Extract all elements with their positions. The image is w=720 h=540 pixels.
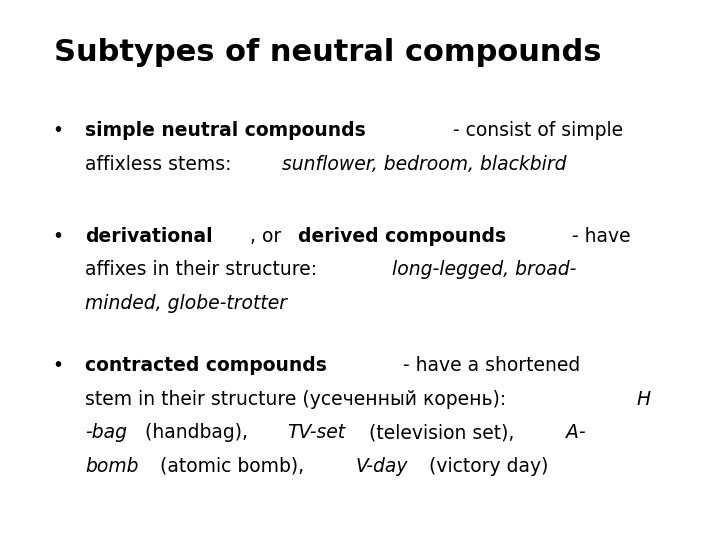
Text: A-: A- <box>566 423 585 442</box>
Text: TV-set: TV-set <box>287 423 346 442</box>
Text: simple neutral compounds: simple neutral compounds <box>85 122 366 140</box>
Text: affixless stems:: affixless stems: <box>85 155 238 174</box>
Text: - consist of simple: - consist of simple <box>447 122 624 140</box>
Text: •: • <box>52 227 63 246</box>
Text: long-legged, broad-: long-legged, broad- <box>392 260 577 279</box>
Text: contracted compounds: contracted compounds <box>85 356 327 375</box>
Text: •: • <box>52 122 63 140</box>
Text: minded, globe-trotter: minded, globe-trotter <box>85 294 287 313</box>
Text: derived compounds: derived compounds <box>297 227 506 246</box>
Text: (handbag),: (handbag), <box>139 423 254 442</box>
Text: •: • <box>52 356 63 375</box>
Text: bomb: bomb <box>85 457 138 476</box>
Text: - have a shortened: - have a shortened <box>397 356 580 375</box>
Text: , or: , or <box>250 227 287 246</box>
Text: Subtypes of neutral compounds: Subtypes of neutral compounds <box>54 38 601 67</box>
Text: stem in their structure (усеченный корень):: stem in their structure (усеченный корен… <box>85 390 512 409</box>
Text: affixes in their structure:: affixes in their structure: <box>85 260 323 279</box>
Text: sunflower, bedroom, blackbird: sunflower, bedroom, blackbird <box>282 155 566 174</box>
Text: (atomic bomb),: (atomic bomb), <box>154 457 310 476</box>
Text: (victory day): (victory day) <box>423 457 549 476</box>
Text: V-day: V-day <box>356 457 408 476</box>
Text: H: H <box>636 390 650 409</box>
Text: derivational: derivational <box>85 227 212 246</box>
Text: (television set),: (television set), <box>363 423 520 442</box>
Text: - have: - have <box>566 227 631 246</box>
Text: -bag: -bag <box>85 423 127 442</box>
